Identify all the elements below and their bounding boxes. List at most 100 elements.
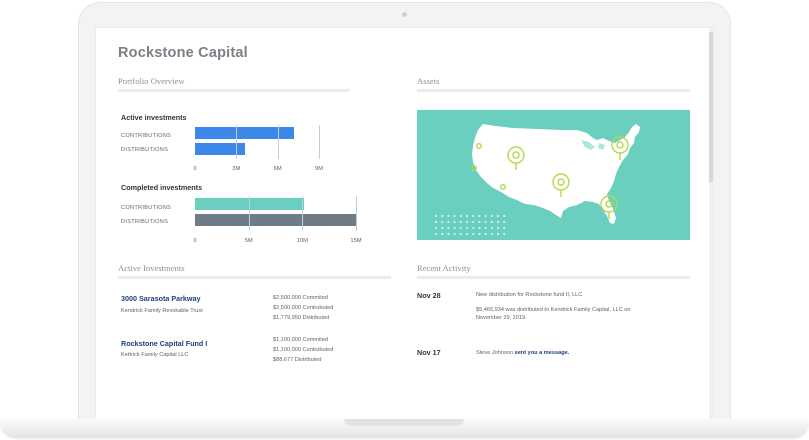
map-dot [503, 232, 506, 236]
us-map-graphic [434, 124, 640, 236]
active-distributions-bar[interactable] [195, 143, 245, 155]
map-dot [496, 220, 500, 224]
map-dot [453, 214, 456, 218]
map-dot [465, 220, 469, 224]
laptop-base [0, 419, 809, 438]
map-dot [503, 226, 506, 230]
app-screen: Rockstone Capital Portfolio Overview Act… [96, 28, 713, 419]
map-dot [490, 232, 493, 236]
completed-gridline [248, 196, 250, 231]
map-dot [459, 226, 462, 230]
active-investments-title: Active Investments [118, 263, 185, 273]
us-silhouette [472, 124, 640, 224]
map-dot [447, 220, 450, 224]
recent-activity-rule [417, 276, 690, 279]
investment-name-link[interactable]: 3000 Sarasota Parkway [121, 294, 201, 303]
map-dot [478, 226, 481, 230]
scrollbar-thumb[interactable] [709, 32, 713, 182]
map-dot [465, 232, 469, 236]
recent-activity-title: Recent Activity [417, 263, 471, 273]
map-dot [465, 226, 469, 230]
pin-icon[interactable] [611, 136, 629, 160]
activity-detail: $5,465,934 was distributed to Kendrick F… [476, 307, 631, 313]
investment-owner: Kettrick Family Capital LLC [121, 352, 189, 358]
completed-investments-chart: CONTRIBUTIONS DISTRIBUTIONS 0 5M 10M 15M [96, 28, 713, 419]
completed-distributions-bar[interactable] [195, 214, 356, 226]
assets-title: Assets [417, 76, 440, 86]
activity-message: Steve Johnson sent you a message. [476, 349, 569, 357]
map-dot [441, 232, 444, 236]
map-dot [465, 214, 469, 218]
map-dot-grid [434, 214, 506, 236]
map-dot [503, 214, 506, 218]
map-dot [434, 232, 438, 236]
location-pins [471, 136, 629, 219]
map-dot [472, 226, 475, 230]
pin-icon[interactable] [507, 146, 525, 170]
active-tick-label: 6M [273, 166, 282, 172]
camera-dot [402, 12, 407, 17]
map-dot [434, 214, 438, 218]
map-dot [478, 214, 481, 218]
map-dot [484, 232, 487, 236]
active-gridline [319, 125, 320, 159]
map-dot [434, 220, 438, 224]
map-dot [441, 220, 444, 224]
investment-amounts: $1,100,000 Commited $1,100,000 Contrubut… [273, 335, 333, 365]
map-dot [496, 226, 500, 230]
active-contributions-bar[interactable] [195, 127, 295, 139]
investment-owner: Kendrick Family Revokable Trust [121, 308, 203, 314]
map-dot [447, 226, 450, 230]
pin-icon[interactable] [600, 195, 618, 219]
activity-date: Nov 17 [417, 348, 441, 357]
completed-contributions-label: CONTRIBUTIONS [121, 205, 172, 211]
active-investments-rule [118, 276, 391, 279]
active-tick-label: 9M [314, 166, 324, 172]
small-marker-icon[interactable] [476, 143, 483, 150]
completed-contributions-bar[interactable] [195, 198, 305, 210]
map-dot [453, 220, 456, 224]
map-dot [441, 226, 444, 230]
investment-name-link[interactable]: Rockstone Capital Fund I [121, 339, 208, 348]
amount-distributed: $1,779,950 Distributed [273, 315, 330, 321]
assets-rule [417, 89, 690, 92]
amount-committed: $1,100,000 Commited [273, 337, 329, 343]
active-contributions-label: CONTRIBUTIONS [121, 133, 172, 139]
map-dot [484, 220, 487, 224]
active-investments-chart: CONTRIBUTIONS DISTRIBUTIONS 0 3M 6M 9M [96, 28, 713, 419]
map-dot [490, 220, 493, 224]
small-marker-icon[interactable] [499, 183, 506, 190]
completed-tick-label: 10M [296, 238, 308, 244]
completed-investments-chart-heading: Completed investments [121, 183, 203, 192]
active-tick-label: 3M [232, 166, 241, 172]
scrollbar[interactable] [709, 28, 713, 419]
small-marker-icon[interactable] [471, 165, 478, 172]
activity-date: Nov 28 [417, 291, 441, 300]
map-dot [503, 220, 506, 224]
assets-map[interactable] [417, 110, 690, 240]
amount-distributed: $88,677 Distributed [273, 357, 322, 363]
map-dot [496, 214, 500, 218]
completed-tick-label: 15M [350, 238, 362, 244]
amount-contributed: $2,500,000 Contrubuted [273, 305, 334, 311]
activity-detail-date: November 29, 2019. [476, 315, 527, 321]
map-dot [478, 220, 481, 224]
map-dot [484, 226, 487, 230]
laptop-notch [344, 419, 464, 426]
activity-text: New distribution for Rockstone fund II, … [476, 292, 583, 298]
completed-tick-label: 0 [193, 238, 197, 244]
activity-sender: Steve Johnson [476, 350, 514, 356]
map-dot [434, 226, 438, 230]
active-gridline [277, 125, 279, 159]
completed-tick-label: 5M [244, 238, 253, 244]
map-dot [472, 220, 475, 224]
active-tick-label: 0 [193, 166, 197, 172]
pin-icon[interactable] [552, 173, 570, 197]
map-dot [447, 232, 450, 236]
message-link[interactable]: sent you a message. [514, 350, 570, 356]
amount-contributed: $1,100,000 Contrubuted [273, 347, 334, 353]
active-investments-chart-heading: Active investments [121, 113, 187, 122]
map-dot [472, 232, 475, 236]
investment-amounts: $2,500,000 Commited $2,500,000 Contrubut… [273, 293, 333, 323]
map-dot [447, 214, 450, 218]
